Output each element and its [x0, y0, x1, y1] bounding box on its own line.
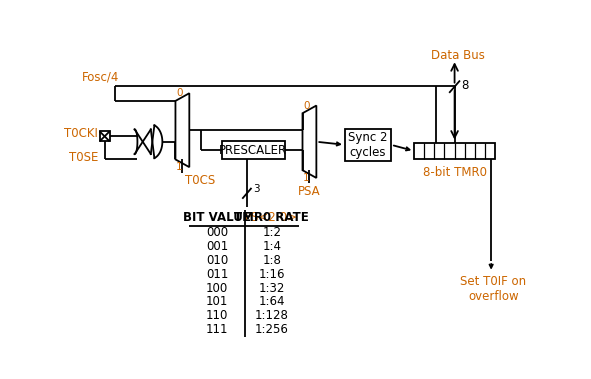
Text: 010: 010: [206, 254, 228, 267]
Text: PRESCALER: PRESCALER: [219, 144, 287, 157]
Text: 1:4: 1:4: [262, 240, 281, 253]
Text: 1:32: 1:32: [258, 282, 285, 294]
Text: 1: 1: [303, 173, 310, 183]
Text: T0SE: T0SE: [69, 151, 98, 164]
Bar: [414, 143, 495, 160]
Text: 8-bit TMR0: 8-bit TMR0: [423, 166, 486, 179]
Text: 100: 100: [206, 282, 228, 294]
Text: 8: 8: [462, 78, 469, 92]
Text: 111: 111: [206, 323, 228, 336]
Polygon shape: [176, 93, 189, 167]
Text: 1:128: 1:128: [255, 309, 288, 322]
Text: 101: 101: [206, 295, 228, 309]
Text: 000: 000: [206, 226, 228, 239]
Text: T0CKI: T0CKI: [64, 127, 98, 140]
Text: 001: 001: [206, 240, 228, 253]
Text: T0CS: T0CS: [185, 174, 215, 187]
Text: Fosc/4: Fosc/4: [82, 70, 119, 83]
Text: Sync 2
cycles: Sync 2 cycles: [348, 131, 388, 159]
Text: TMR0 RATE: TMR0 RATE: [234, 211, 309, 224]
Text: PSA: PSA: [298, 185, 321, 198]
Polygon shape: [303, 105, 316, 178]
Text: Set T0IF on
overflow: Set T0IF on overflow: [460, 275, 527, 303]
Text: Data Bus: Data Bus: [431, 49, 485, 62]
Text: 0: 0: [303, 100, 310, 111]
Bar: [100, 132, 109, 141]
Text: 1:8: 1:8: [262, 254, 281, 267]
Text: 0: 0: [176, 88, 183, 98]
Text: 110: 110: [206, 309, 228, 322]
Text: 1:2: 1:2: [262, 226, 281, 239]
Bar: [345, 128, 391, 161]
Text: 1:16: 1:16: [258, 268, 285, 281]
Text: 1: 1: [176, 162, 183, 172]
Text: 1:64: 1:64: [258, 295, 285, 309]
Text: BIT VALUE: BIT VALUE: [183, 211, 251, 224]
Text: 011: 011: [206, 268, 228, 281]
Text: 3: 3: [253, 185, 259, 194]
Bar: [222, 141, 285, 160]
Text: 1:256: 1:256: [255, 323, 288, 336]
Text: PS<2:0>: PS<2:0>: [245, 211, 298, 224]
